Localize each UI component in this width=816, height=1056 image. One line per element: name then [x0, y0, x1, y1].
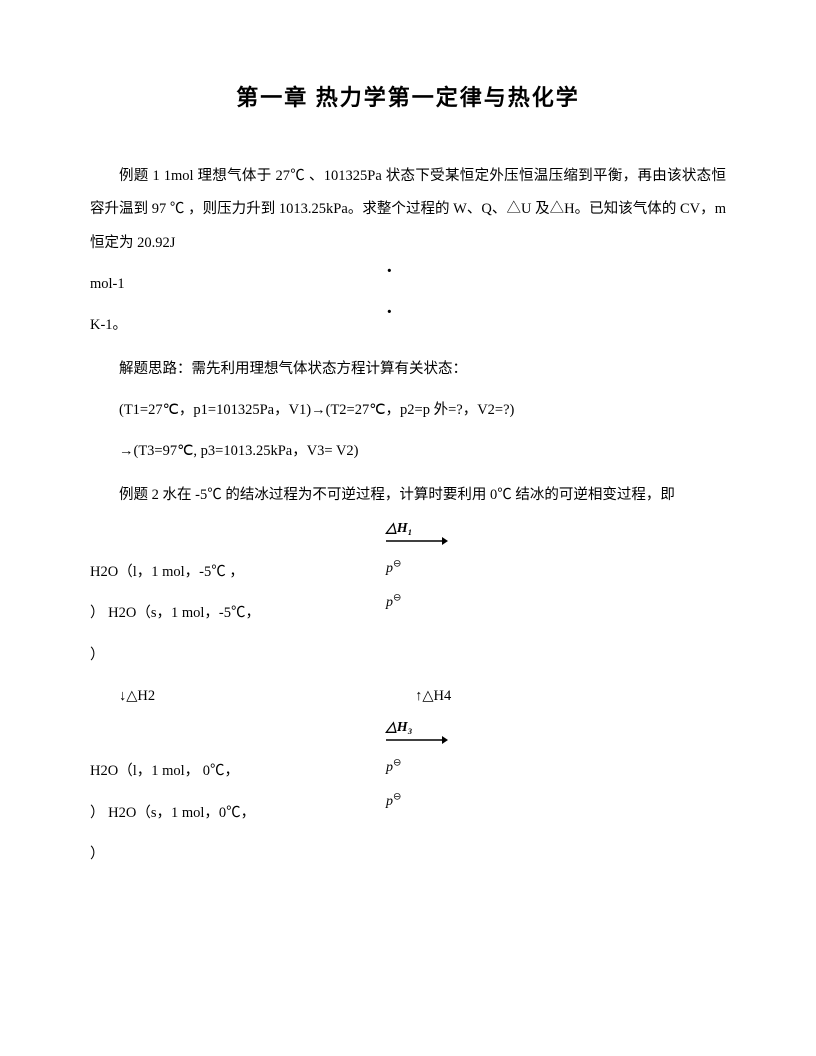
dh4-label: ↑△H4 — [415, 680, 451, 713]
dh3-arrow-block: △H₃ — [90, 719, 726, 741]
dh2-dh4-row: ↓△H2 ↑△H4 — [90, 680, 726, 713]
dh1-label: △H₁ — [386, 520, 413, 537]
dh1-arrow-block: △H₁ — [90, 520, 726, 542]
bullet-dot: · — [386, 260, 393, 283]
chapter-title: 第一章 热力学第一定律与热化学 — [90, 80, 726, 112]
dh3-label: △H₃ — [386, 719, 413, 736]
arrow-right-icon — [386, 536, 448, 546]
example1-unit1: mol-1 — [90, 268, 726, 301]
p-theta-3: p⊖ — [386, 751, 401, 784]
ex2-row2c: ） — [90, 838, 726, 871]
arrow-right-icon — [386, 735, 448, 745]
ex2-row1: p⊖ H2O（l，1 mol，-5℃ ， p⊖ ） H2O（s，1 mol，-5… — [90, 556, 726, 672]
example1-para: 例题 1 1mol 理想气体于 27℃ 、101325Pa 状态下受某恒定外压恒… — [90, 160, 726, 260]
example1-state2: →(T3=97℃, p3=1013.25kPa，V3= V2) — [90, 435, 726, 468]
p-theta-4: p⊖ — [386, 785, 401, 818]
ex2-row2b: ） H2O（s，1 mol，0℃， — [90, 797, 726, 830]
example1-state1: (T1=27℃，p1=101325Pa，V1)→(T2=27℃，p2=p 外=?… — [90, 394, 726, 427]
p-theta-1: p⊖ — [386, 552, 401, 585]
ex2-row1a: H2O（l，1 mol，-5℃ ， — [90, 556, 726, 589]
ex2-row2: p⊖ H2O（l，1 mol， 0℃， p⊖ ） H2O（s，1 mol，0℃，… — [90, 755, 726, 871]
ex2-row1b: ） H2O（s，1 mol，-5℃， — [90, 597, 726, 630]
example2-intro: 例题 2 水在 -5℃ 的结冰过程为不可逆过程，计算时要利用 0℃ 结冰的可逆相… — [90, 479, 726, 512]
ex2-row1c: ） — [90, 639, 726, 672]
ex2-row2a: H2O（l，1 mol， 0℃， — [90, 755, 726, 788]
example1-thinking: 解题思路：需先利用理想气体状态方程计算有关状态： — [90, 353, 726, 386]
p-theta-2: p⊖ — [386, 586, 401, 619]
bullet-dot: · — [386, 301, 393, 324]
dh2-label: ↓△H2 — [119, 680, 155, 713]
example1-unit2: K-1。 — [90, 309, 726, 342]
